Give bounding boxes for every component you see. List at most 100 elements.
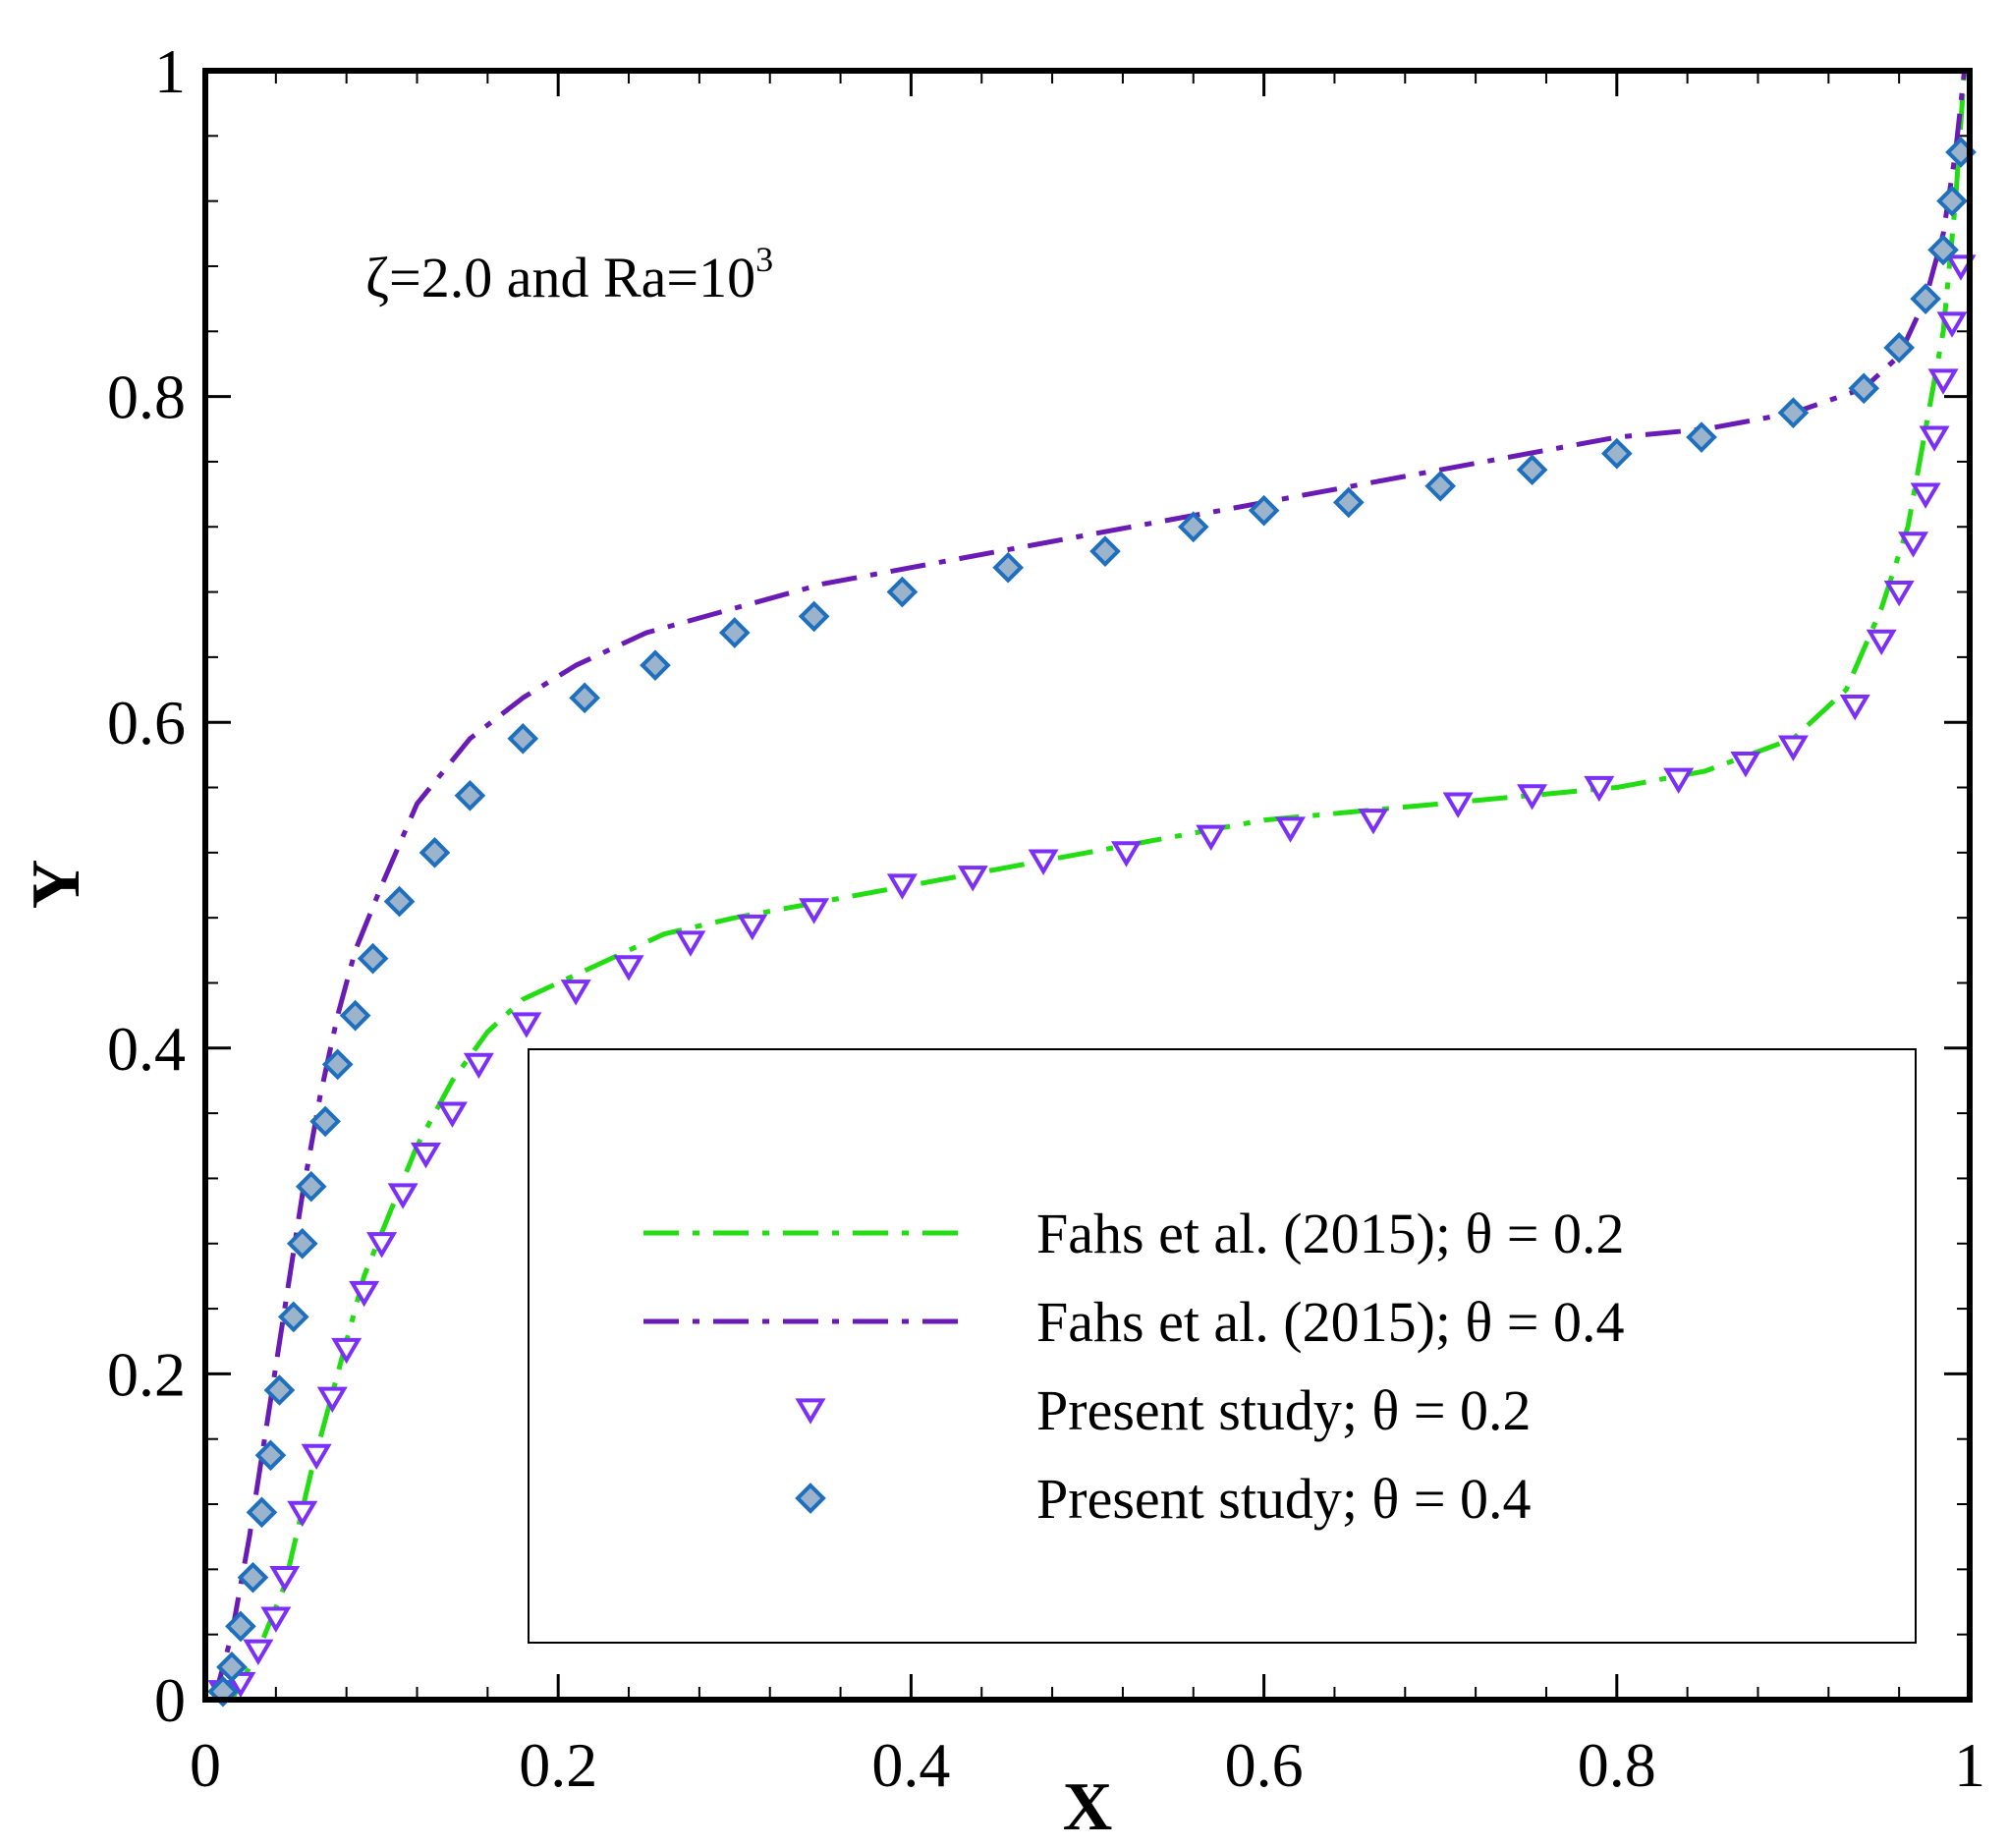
- series-line-1: [211, 70, 1968, 1701]
- legend-box: [528, 1048, 1917, 1644]
- x-tick-label: 0.4: [871, 1730, 950, 1800]
- marker-diamond-3-6: [263, 1374, 296, 1406]
- marker-diamond-3-26: [1248, 494, 1280, 527]
- legend-label-0: Fahs et al. (2015); θ = 0.2: [1036, 1202, 1625, 1265]
- marker-triangle-2-2: [243, 1639, 274, 1666]
- marker-diamond-3-22: [886, 576, 919, 608]
- marker-diamond-3-1: [216, 1652, 248, 1683]
- x-tick-labels: 0 0.2 0.4 0.6 0.8 1: [190, 1730, 1985, 1800]
- marker-triangle-2-8: [331, 1337, 363, 1365]
- plot-frame: [202, 68, 1973, 1703]
- marker-triangle-2-29: [1517, 784, 1548, 811]
- marker-triangle-2-5: [287, 1500, 318, 1528]
- marker-triangle-2-12: [411, 1142, 441, 1169]
- marker-triangle-2-31: [1663, 767, 1695, 794]
- marker-diamond-3-35: [1910, 283, 1941, 314]
- y-tick-label: 0.6: [107, 688, 186, 757]
- marker-triangle-2-41: [1936, 311, 1968, 338]
- marker-triangle-2-14: [463, 1052, 494, 1080]
- x-tick-label: 0.2: [519, 1730, 597, 1800]
- marker-diamond-3-32: [1777, 397, 1810, 429]
- y-tick-label: 0: [154, 1665, 186, 1735]
- marker-diamond-3-28: [1424, 470, 1457, 502]
- y-axis-title: Y: [19, 860, 94, 910]
- marker-diamond-3-20: [718, 617, 751, 648]
- y-tick-label: 0.8: [107, 363, 186, 432]
- marker-triangle-2-16: [560, 980, 591, 1006]
- marker-triangle-2-32: [1730, 752, 1761, 778]
- y-tick-labels: 0 0.2 0.4 0.6 0.8 1: [107, 36, 186, 1735]
- x-tick-label: 0: [190, 1730, 221, 1800]
- annotation-main: ζ=2.0 and Ra=10: [365, 246, 755, 309]
- marker-triangle-2-20: [799, 898, 830, 924]
- marker-triangle-2-34: [1839, 695, 1870, 721]
- marker-diamond-3-25: [1177, 511, 1209, 543]
- marker-diamond-3-16: [454, 779, 486, 812]
- marker-diamond-3-30: [1600, 437, 1633, 470]
- marker-triangle-2-21: [886, 873, 918, 900]
- marker-diamond-3-31: [1686, 421, 1717, 453]
- marker-triangle-2-9: [349, 1280, 380, 1308]
- marker-triangle-2-30: [1584, 775, 1615, 803]
- marker-diamond-3-37: [1936, 185, 1968, 217]
- y-tick-label: 0.4: [107, 1014, 186, 1084]
- series-line-0: [229, 70, 1968, 1702]
- marker-diamond-3-36: [1927, 234, 1959, 266]
- marker-triangle-2-17: [613, 955, 644, 981]
- marker-diamond-3-24: [1089, 535, 1121, 567]
- marker-diamond-3-18: [569, 682, 600, 714]
- marker-triangle-2-26: [1275, 816, 1307, 843]
- marker-triangle-2-39: [1919, 425, 1950, 452]
- marker-triangle-2-40: [1927, 368, 1959, 395]
- marker-triangle-2-38: [1910, 482, 1941, 509]
- marker-diamond-3-2: [225, 1610, 256, 1643]
- marker-diamond-3-33: [1848, 372, 1880, 405]
- marker-triangle-2-22: [957, 866, 988, 892]
- marker-triangle-2-23: [1028, 849, 1059, 875]
- y-tick-label: 0.2: [107, 1339, 186, 1409]
- legend-entries: Fahs et al. (2015); θ = 0.2 Fahs et al. (…: [643, 1202, 1625, 1531]
- marker-triangle-2-35: [1866, 629, 1897, 656]
- marker-diamond-3-3: [237, 1561, 269, 1594]
- marker-diamond-3-9: [295, 1170, 327, 1203]
- marker-triangle-2-28: [1442, 792, 1474, 818]
- marker-triangle-2-15: [511, 1012, 542, 1038]
- marker-triangle-2-24: [1111, 841, 1143, 868]
- marker-triangle-2-6: [301, 1443, 332, 1471]
- marker-diamond-3-15: [418, 837, 451, 868]
- marker-diamond-3-34: [1883, 332, 1915, 364]
- marker-diamond-3-8: [286, 1227, 318, 1260]
- legend-marker-triangle: [795, 1398, 826, 1425]
- marker-diamond-3-14: [383, 885, 416, 918]
- marker-triangle-2-7: [316, 1386, 348, 1414]
- marker-diamond-3-7: [277, 1301, 309, 1333]
- marker-diamond-3-12: [339, 999, 371, 1032]
- legend-label-1: Fahs et al. (2015); θ = 0.4: [1036, 1290, 1625, 1354]
- series-lines: [211, 70, 1968, 1702]
- marker-triangle-2-11: [387, 1183, 418, 1209]
- annotation-superscript: 3: [755, 240, 773, 279]
- marker-diamond-3-11: [321, 1048, 354, 1081]
- legend-label-3: Present study; θ = 0.4: [1036, 1467, 1532, 1531]
- x-tick-label: 0.6: [1225, 1730, 1304, 1800]
- marker-triangle-2-4: [269, 1566, 301, 1593]
- legend-label-2: Present study; θ = 0.2: [1036, 1378, 1532, 1442]
- marker-triangle-2-18: [675, 930, 706, 957]
- marker-diamond-3-29: [1516, 454, 1548, 486]
- marker-triangle-2-33: [1777, 735, 1809, 761]
- series-markers: [207, 137, 1977, 1708]
- marker-triangle-2-3: [260, 1606, 292, 1633]
- x-tick-label: 1: [1954, 1730, 1985, 1800]
- legend-marker-diamond: [795, 1483, 826, 1514]
- legend: Fahs et al. (2015); θ = 0.2 Fahs et al. (…: [528, 1048, 1917, 1644]
- marker-diamond-3-19: [640, 649, 671, 681]
- marker-diamond-3-17: [507, 722, 539, 755]
- y-tick-label: 1: [154, 36, 186, 106]
- marker-diamond-3-21: [798, 600, 830, 633]
- marker-triangle-2-25: [1196, 824, 1227, 852]
- marker-diamond-3-27: [1332, 486, 1365, 519]
- x-axis-title: X: [1063, 1769, 1113, 1845]
- marker-diamond-3-5: [254, 1439, 287, 1472]
- marker-triangle-2-27: [1358, 809, 1389, 835]
